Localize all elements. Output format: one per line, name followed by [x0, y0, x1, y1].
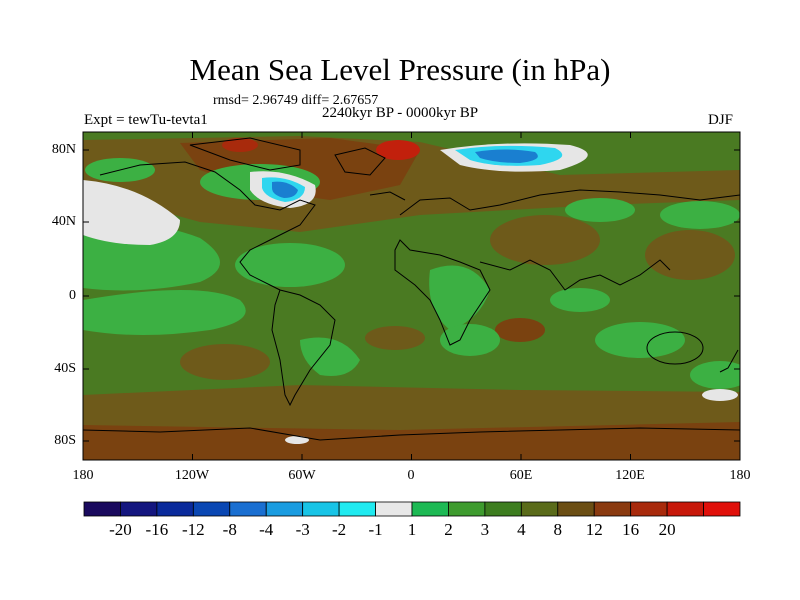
season-label: DJF	[708, 112, 734, 128]
lon-tick-120w: 120W	[174, 468, 210, 483]
colorbar-label: 2	[444, 520, 453, 539]
colorbar	[83, 501, 741, 517]
lat-tick-0: 0	[69, 288, 76, 303]
colorbar-swatch	[630, 501, 668, 517]
colorbar-label: -8	[222, 520, 237, 539]
colorbar-swatch	[593, 501, 632, 517]
colorbar-swatch	[666, 501, 704, 517]
colorbar-label: 3	[480, 520, 490, 539]
lat-tick-80s: 80S	[54, 433, 76, 448]
colorbar-swatch	[302, 501, 340, 517]
axis-ticks	[82, 132, 741, 460]
colorbar-label: -12	[181, 520, 205, 539]
colorbar-swatch	[520, 501, 559, 517]
colorbar-label: 20	[658, 520, 676, 539]
lon-tick-0: 0	[407, 468, 415, 483]
lon-tick-60w: 60W	[288, 468, 316, 483]
rmsd-diff-stats: rmsd= 2.96749 diff= 2.67657	[213, 93, 379, 108]
colorbar-swatch	[484, 501, 522, 517]
colorbar-label: -3	[295, 520, 310, 539]
experiment-label: Expt = tewTu-tevta1	[84, 112, 208, 128]
lon-tick-180w: 180	[72, 468, 94, 483]
colorbar-label: 8	[553, 520, 563, 539]
colorbar-swatch	[338, 501, 376, 517]
colorbar-swatch	[156, 501, 194, 517]
lat-tick-80n: 80N	[51, 142, 76, 157]
colorbar-swatch	[83, 501, 121, 517]
colorbar-label: -2	[332, 520, 347, 539]
pressure-field	[83, 132, 740, 460]
colorbar-swatch	[192, 501, 231, 517]
colorbar-swatch	[265, 501, 304, 517]
colorbar-swatch	[703, 501, 741, 517]
colorbar-label: -1	[368, 520, 383, 539]
colorbar-swatch	[448, 501, 486, 517]
colorbar-label: -4	[259, 520, 274, 539]
colorbar-label: 12	[585, 520, 603, 539]
colorbar-swatch	[120, 501, 158, 517]
colorbar-label: 4	[517, 520, 526, 539]
colorbar-label: -20	[109, 520, 132, 539]
colorbar-label: 16	[622, 520, 640, 539]
lat-tick-40n: 40N	[51, 214, 76, 229]
colorbar-swatch	[411, 501, 449, 517]
colorbar-swatch	[229, 501, 267, 517]
colorbar-label: -16	[145, 520, 169, 539]
lon-tick-60e: 60E	[509, 468, 533, 483]
lon-tick-120e: 120E	[615, 468, 645, 483]
polar-anomaly-patches	[83, 138, 738, 444]
colorbar-label: 1	[407, 520, 417, 539]
coastlines	[83, 137, 740, 441]
map-title: Mean Sea Level Pressure (in hPa)	[189, 52, 611, 87]
colorbar-swatch	[557, 501, 595, 517]
lat-tick-40s: 40S	[54, 361, 76, 376]
lon-tick-180e: 180	[729, 468, 751, 483]
period-subtitle: 2240kyr BP - 0000kyr BP	[322, 105, 479, 121]
colorbar-swatch	[375, 501, 413, 517]
